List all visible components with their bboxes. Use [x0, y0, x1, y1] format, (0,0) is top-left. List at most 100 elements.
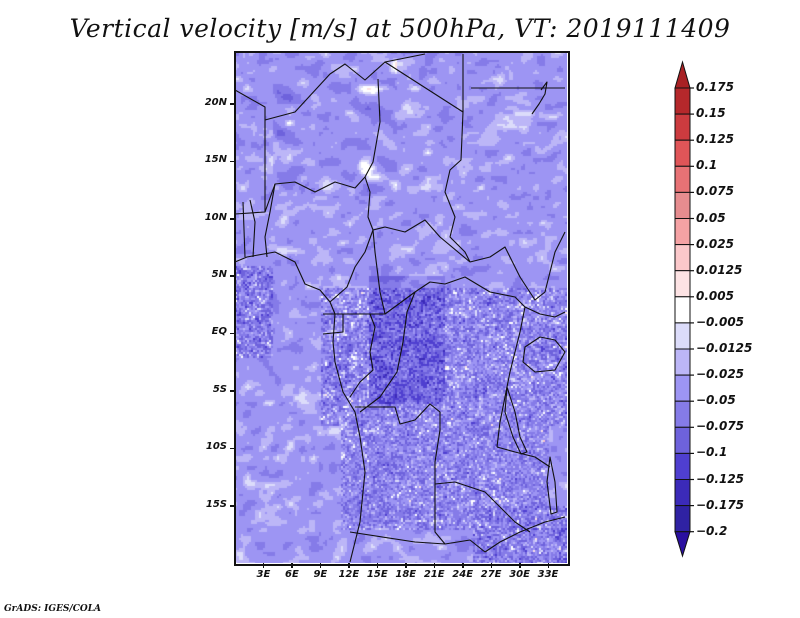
- border-nigeria-cameroon: [329, 176, 374, 303]
- y-tick-label: 10N: [204, 211, 227, 223]
- country-borders: [235, 53, 566, 563]
- x-tick: [490, 563, 493, 568]
- border-tanzania-zambia: [496, 446, 551, 468]
- y-tick-label: 20N: [204, 96, 227, 108]
- colorbar-swatch: [674, 400, 691, 428]
- colorbar-swatch: [674, 191, 691, 219]
- colorbar-swatch: [674, 218, 691, 246]
- x-tick-label: 27E: [480, 569, 502, 580]
- x-tick: [433, 563, 436, 568]
- colorbar-label: −0.005: [696, 314, 745, 329]
- colorbar-label: 0.025: [696, 236, 734, 251]
- colorbar-label: −0.125: [696, 471, 745, 486]
- border-congo-drc: [359, 291, 416, 413]
- x-tick: [291, 563, 293, 568]
- colorbar-swatch: [674, 296, 691, 324]
- border-drc-angola: [355, 403, 456, 485]
- x-tick-label: 3E: [256, 569, 271, 580]
- grads-credit: GrADS: IGES/COLA: [4, 604, 102, 614]
- x-tick: [319, 563, 322, 568]
- y-tick-label: 10S: [205, 441, 227, 453]
- colorbar-extend-max: [674, 60, 691, 89]
- colorbar-label: 0.0125: [696, 262, 743, 277]
- coast-red-sea: [531, 81, 548, 115]
- colorbar-extend-min: [674, 531, 691, 558]
- y-tick-label: 5N: [211, 268, 227, 280]
- colorbar-swatch: [674, 452, 691, 480]
- border-south-sudan: [469, 231, 566, 301]
- y-tick: [230, 218, 235, 220]
- border-drc-zambia: [454, 481, 531, 533]
- x-tick-label: 21E: [423, 569, 445, 580]
- vertical-velocity-field: [235, 52, 567, 563]
- x-tick-label: 24E: [452, 569, 474, 580]
- x-tick-label: 12E: [338, 569, 360, 580]
- colorbar-swatch: [674, 348, 691, 376]
- border-chad-car: [372, 219, 471, 263]
- lake-malawi: [546, 456, 558, 515]
- colorbar-label: 0.125: [696, 132, 734, 147]
- x-tick: [519, 563, 521, 568]
- colorbar-swatch: [674, 374, 691, 402]
- colorbar-label: 0.05: [696, 210, 726, 225]
- colorbar-label: −0.0125: [696, 341, 753, 355]
- colorbar-label: 0.1: [696, 158, 718, 173]
- chart-title: Vertical velocity [m/s] at 500hPa, VT: 2…: [69, 14, 731, 43]
- y-tick: [230, 390, 235, 392]
- border-eq-guinea: [322, 313, 344, 335]
- border-cameroon-car: [370, 229, 386, 315]
- x-tick: [348, 563, 350, 568]
- y-tick: [230, 332, 235, 335]
- border-car-drc: [384, 276, 526, 315]
- colorbar-label: 0.075: [696, 184, 734, 199]
- x-tick-label: 30E: [509, 569, 530, 580]
- colorbar-label: −0.025: [696, 367, 745, 382]
- border-angola-zambia: [434, 484, 446, 545]
- x-tick-label: 15E: [366, 569, 388, 580]
- x-tick: [376, 563, 379, 568]
- map-plot-area: [235, 52, 567, 563]
- lake-victoria: [522, 336, 566, 373]
- colorbar-swatch: [674, 322, 691, 350]
- border-chad-sudan: [444, 111, 471, 263]
- border-zambia-zim: [484, 516, 566, 553]
- colorbar-label: 0.15: [696, 106, 726, 121]
- colorbar-label: 0.005: [696, 288, 734, 303]
- colorbar-label: 0.175: [696, 80, 734, 94]
- y-tick: [230, 447, 235, 450]
- border-benin-nigeria: [264, 183, 276, 258]
- colorbar-swatch: [674, 479, 691, 507]
- colorbar-label: −0.05: [696, 393, 736, 408]
- y-tick: [230, 103, 235, 105]
- y-tick: [230, 160, 235, 163]
- border-benin-togo: [249, 199, 256, 258]
- y-tick: [230, 505, 235, 507]
- colorbar-swatch: [674, 139, 691, 167]
- colorbar-swatch: [674, 426, 691, 454]
- colorbar-swatch: [674, 505, 691, 533]
- colorbar-swatch: [674, 270, 691, 298]
- coast-gulf-of-guinea: [235, 251, 361, 438]
- border-uganda-kenya: [524, 306, 566, 318]
- coast-angola: [349, 436, 366, 563]
- border-libya-chad: [384, 53, 426, 63]
- x-tick: [462, 563, 464, 568]
- lake-tanganyika: [504, 386, 528, 455]
- y-tick-label: 15S: [205, 498, 227, 510]
- border-algeria-niger: [235, 54, 464, 121]
- colorbar-label: −0.075: [696, 419, 745, 434]
- y-tick: [230, 275, 235, 277]
- x-tick-label: 33E: [537, 569, 559, 580]
- border-drc-east: [496, 306, 526, 448]
- colorbar-swatch: [674, 244, 691, 272]
- colorbar-label: −0.1: [696, 445, 728, 460]
- x-tick-label: 9E: [313, 569, 328, 580]
- y-tick-label: EQ: [211, 326, 227, 338]
- colorbar-label: −0.2: [696, 523, 728, 538]
- colorbar-label: −0.175: [696, 497, 745, 512]
- colorbar-swatch: [674, 113, 691, 141]
- border-ghana: [242, 201, 246, 258]
- y-tick-label: 5S: [212, 383, 227, 395]
- colorbar-swatch: [674, 165, 691, 193]
